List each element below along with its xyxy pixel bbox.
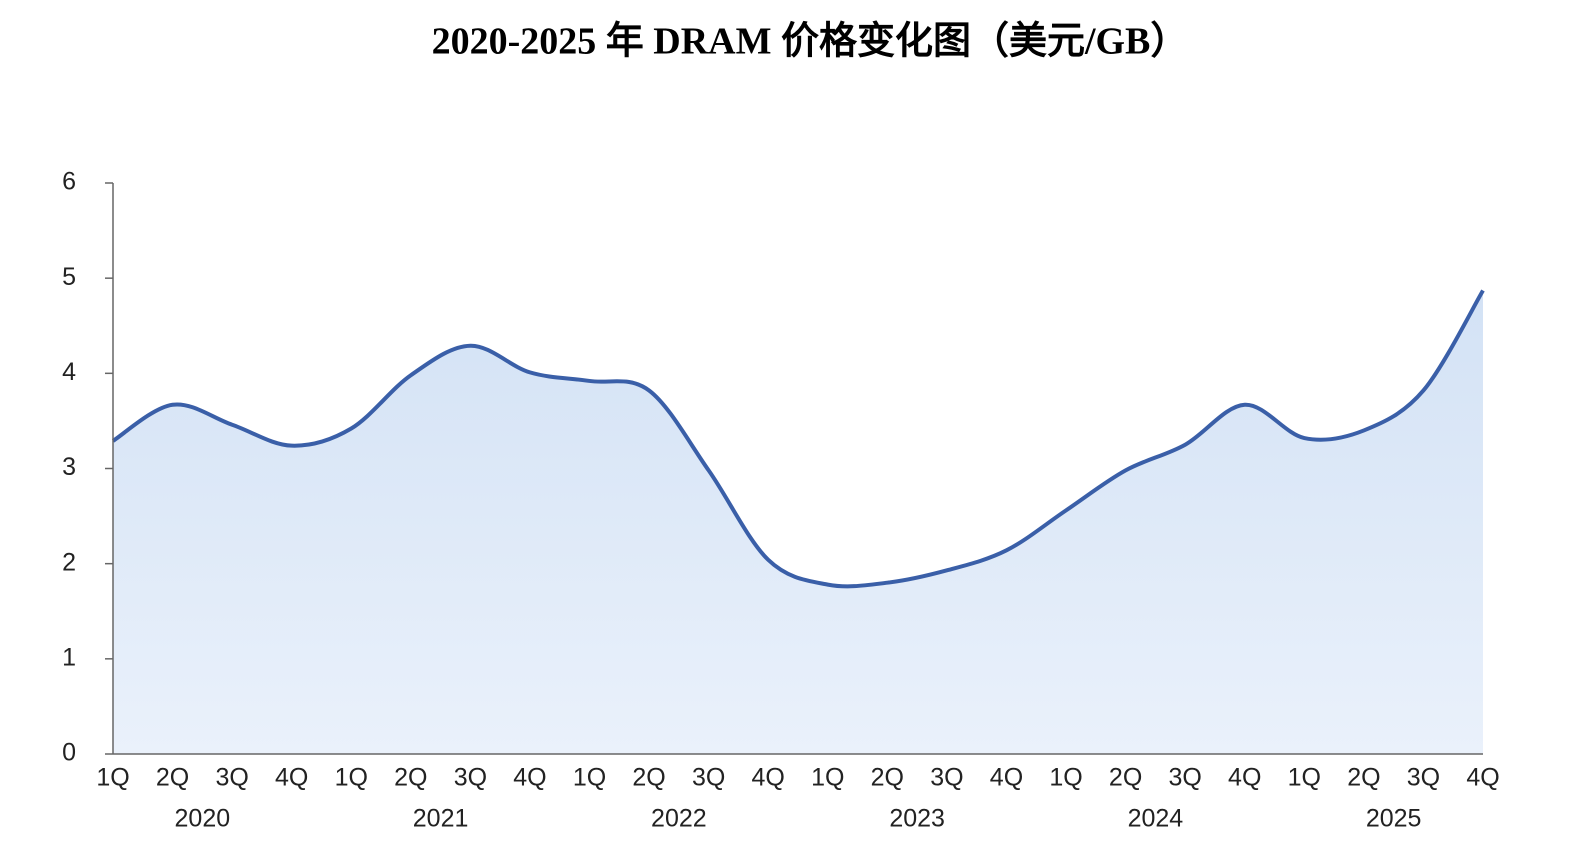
y-tick-label: 5 xyxy=(62,263,76,291)
chart-title: 2020-2025 年 DRAM 价格变化图（美元/GB） xyxy=(432,21,1189,63)
x-tick-label: 3Q xyxy=(1407,764,1440,792)
x-group-label: 2022 xyxy=(651,805,707,833)
y-tick-label: 6 xyxy=(62,168,76,196)
x-tick-label: 1Q xyxy=(811,764,844,792)
x-tick-label: 2Q xyxy=(394,764,427,792)
x-group-label: 2023 xyxy=(889,805,945,833)
x-tick-label: 2Q xyxy=(156,764,189,792)
x-tick-label: 1Q xyxy=(96,764,129,792)
x-tick-label: 1Q xyxy=(573,764,606,792)
x-tick-label: 4Q xyxy=(513,764,546,792)
x-group-label: 2024 xyxy=(1128,805,1184,833)
y-tick-label: 2 xyxy=(62,548,76,576)
x-tick-label: 3Q xyxy=(930,764,963,792)
x-tick-label: 4Q xyxy=(752,764,785,792)
x-tick-label: 4Q xyxy=(1466,764,1499,792)
x-tick-label: 2Q xyxy=(1347,764,1380,792)
x-group-label: 2025 xyxy=(1366,805,1422,833)
x-tick-label: 3Q xyxy=(1168,764,1201,792)
x-tick-label: 2Q xyxy=(1109,764,1142,792)
x-tick-label: 3Q xyxy=(454,764,487,792)
x-tick-label: 3Q xyxy=(215,764,248,792)
line xyxy=(111,289,1485,589)
area xyxy=(113,290,1483,754)
y-tick-label: 1 xyxy=(62,643,76,671)
x-tick-label: 4Q xyxy=(1228,764,1261,792)
x-group-label: 2021 xyxy=(413,805,469,833)
y-tick-label: 4 xyxy=(62,358,76,386)
x-tick-label: 2Q xyxy=(871,764,904,792)
x-tick-label: 1Q xyxy=(1049,764,1082,792)
y-tick-label: 3 xyxy=(62,453,76,481)
y-tick-label: 0 xyxy=(62,739,76,767)
x-tick-label: 2Q xyxy=(632,764,665,792)
x-tick-label: 4Q xyxy=(275,764,308,792)
x-tick-label: 4Q xyxy=(990,764,1023,792)
x-group-label: 2020 xyxy=(175,805,231,833)
x-tick-label: 3Q xyxy=(692,764,725,792)
x-tick-label: 1Q xyxy=(335,764,368,792)
x-tick-label: 1Q xyxy=(1288,764,1321,792)
